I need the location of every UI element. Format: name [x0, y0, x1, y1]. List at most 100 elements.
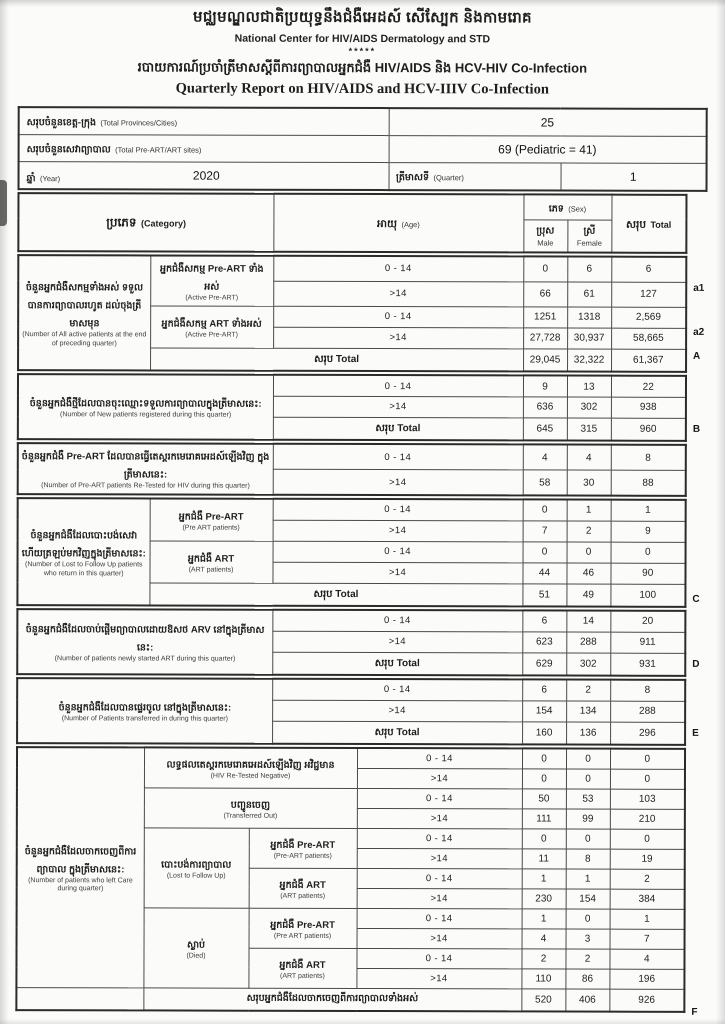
age-cell: 0 - 14	[273, 306, 524, 328]
english-label: (Number of patients who left Care during…	[28, 876, 133, 893]
sex-header-cell: ភេទ (Sex)	[523, 194, 612, 220]
age-cell: >14	[356, 807, 522, 829]
english-label: (Pre ART patients)	[273, 932, 332, 940]
female-value-cell: 0	[565, 828, 610, 849]
row-marker-F: F	[691, 1006, 698, 1018]
section-d-table: ចំនួនអ្នកជំងឺដែលចាប់ផ្តើមព្យាបាលដោយឱសថ A…	[16, 608, 687, 677]
section-label-cell: ចំនួនអ្នកជំងឺ Pre-ART ដែលបានធ្វើតេស្តរកម…	[17, 443, 273, 495]
year-cell: ឆ្នាំ (Year) 2020	[18, 161, 389, 191]
age-cell: >14	[356, 927, 522, 949]
female-value-cell: 49	[566, 583, 611, 607]
row-marker-a1: a1	[693, 282, 705, 294]
khmer-label: ស្រី	[583, 225, 596, 237]
age-cell: >14	[272, 630, 523, 653]
age-cell: 0 - 14	[273, 255, 524, 282]
english-label: (HIV Re-Tested Negative)	[210, 772, 291, 780]
table-row: ចំនួនអ្នកជំងឺសកម្មទាំងអស់ ទទួលបានការព្យា…	[18, 255, 687, 371]
total-value-cell: 90	[610, 562, 686, 584]
age-cell: 0 - 14	[272, 540, 523, 563]
total-value-cell: 1	[610, 499, 686, 521]
male-value-cell: 154	[522, 700, 567, 722]
total-value-cell: 19	[609, 848, 685, 869]
total-value-cell: 20	[610, 610, 686, 632]
female-value-cell: 6	[567, 256, 612, 282]
english-label: (Number of All active patients at the en…	[22, 330, 147, 347]
female-value-cell: 46	[566, 562, 611, 584]
total-label-cell: សរុបអ្នកជំងឺដែលចាកចេញពីការព្យាបាលទាំងអស់	[143, 987, 522, 1012]
age-cell: >14	[356, 967, 522, 989]
section-f-table: ចំនួនអ្នកជំងឺដែលចាកចេញពីការព្យាបាល ក្នុង…	[15, 746, 687, 1013]
section-a-table: ចំនួនអ្នកជំងឺសកម្មទាំងអស់ ទទួលបានការព្យា…	[17, 254, 688, 374]
english-label: (Total Provinces/Cities)	[100, 118, 178, 128]
khmer-label: អ្នកជំងឺ Pre-ART	[270, 839, 336, 851]
org-title-khmer: មជ្ឈមណ្ឌលជាតិប្រយុទ្ធនឹងជំងឺអេដស៍ សើស្បែ…	[192, 8, 532, 27]
section-newly-started-art: ចំនួនអ្នកជំងឺដែលចាប់ផ្តើមព្យាបាលដោយឱសថ A…	[16, 608, 700, 677]
english-label: Male	[537, 238, 554, 248]
male-value-cell: 629	[522, 652, 567, 676]
english-label: (Number of Patients transferred in durin…	[61, 715, 228, 723]
row-marker-B: B	[692, 424, 701, 436]
total-label-cell: សរុប Total	[272, 417, 523, 441]
total-value-cell: 4	[609, 948, 685, 969]
subcategory-cell: អ្នកជំងឺ Pre-ART (Pre ART patients)	[248, 907, 357, 948]
age-cell: 0 - 14	[357, 747, 523, 769]
age-cell: 0 - 14	[356, 787, 522, 809]
table-row: សរុបចំនួនសេវាព្យាបាល (Total Pre-ART/ART …	[18, 134, 707, 164]
table-row: ចំនួនអ្នកជំងឺដែលចាប់ផ្តើមព្យាបាលដោយឱសថ A…	[17, 609, 686, 675]
row-marker-D: D	[692, 658, 700, 670]
subcategory-cell: បោះបង់ការព្យាបាល (Lost to Follow Up)	[143, 827, 249, 908]
english-label: (Number of Lost to Follow Up patients wh…	[25, 560, 143, 577]
age-cell: >14	[356, 847, 522, 869]
khmer-label: អ្នកជំងឺសកម្ម ART ទាំងអស់	[161, 318, 262, 330]
main-table-header-section: ប្រភេទ (Category) អាយុ (Age) ភេទ (Sex) ស…	[17, 192, 688, 254]
total-value-cell: 22	[610, 375, 687, 398]
total-value-cell: 384	[609, 888, 685, 909]
female-value-cell: 2	[565, 948, 610, 969]
section-b2-table: ចំនួនអ្នកជំងឺ Pre-ART ដែលបានធ្វើតេស្តរកម…	[16, 442, 687, 497]
male-value-cell: 27,728	[523, 327, 568, 349]
total-header-cell: សរុប Total	[611, 194, 687, 253]
subcategory-cell: អ្នកជំងឺ ART (ART patients)	[149, 540, 273, 583]
female-value-cell: 406	[565, 988, 610, 1012]
section-ltfu-returned: ចំនួនអ្នកជំងឺដែលបោះបង់សេវា ហើយត្រឡប់មកវិ…	[16, 497, 700, 608]
table-row: ឆ្នាំ (Year) 2020 ត្រីមាសទី (Quarter) 1	[18, 161, 707, 191]
male-value-cell: 29,045	[523, 348, 568, 372]
year-label: ឆ្នាំ (Year)	[27, 168, 61, 186]
khmer-label: អ្នកជំងឺ Pre-ART	[270, 919, 335, 931]
english-label: (Category)	[140, 217, 187, 229]
section-c-table: ចំនួនអ្នកជំងឺដែលបោះបង់សេវា ហើយត្រឡប់មកវិ…	[16, 497, 687, 608]
row-marker-E: E	[692, 727, 699, 739]
section-label-cell: ចំនួនអ្នកជំងឺដែលបោះបង់សេវា ហើយត្រឡប់មកវិ…	[17, 498, 150, 606]
male-value-cell: 50	[521, 788, 566, 809]
subcategory-cell: អ្នកជំងឺ ART (ART patients)	[248, 947, 357, 988]
female-value-cell: 315	[566, 417, 611, 441]
age-cell: >14	[272, 699, 523, 722]
khmer-label: អ្នកជំងឺ ART	[187, 553, 235, 565]
english-label: (Quarter)	[433, 173, 464, 183]
female-value-cell: 0	[565, 768, 611, 789]
male-value-cell: 58	[522, 470, 567, 496]
subcategory-cell: អ្នកជំងឺសកម្ម ART ទាំងអស់ (Active Pre-ART…	[150, 305, 274, 349]
english-label: (Transferred Out)	[223, 812, 278, 820]
section-transferred-in: ចំនួនអ្នកជំងឺដែលបានផ្ទេរចូល នៅក្នុងត្រីម…	[16, 677, 699, 746]
age-cell: 0 - 14	[356, 867, 522, 889]
total-value-cell: 6	[611, 256, 687, 282]
total-value-cell: 0	[609, 768, 686, 789]
khmer-label: អ្នកជំងឺ ART	[279, 879, 326, 891]
age-cell: >14	[356, 887, 522, 909]
khmer-label: សរុបចំនួនខេត្ត-ក្រុង	[26, 117, 97, 129]
provinces-label-cell: សរុបចំនួនខេត្ត-ក្រុង (Total Provinces/Ci…	[18, 107, 389, 136]
english-label: Total	[650, 219, 672, 230]
female-value-cell: 30	[566, 470, 611, 496]
khmer-label: ចំនួនអ្នកជំងឺដែលបានផ្ទេរចូល នៅក្នុងត្រីម…	[58, 702, 232, 714]
english-label: (Number of patients newly started ART du…	[54, 655, 236, 663]
age-cell: >14	[272, 561, 523, 584]
female-value-cell: 0	[566, 748, 611, 769]
total-value-cell: 127	[611, 281, 687, 308]
male-value-cell: 6	[522, 610, 567, 632]
khmer-label: ឆ្នាំ	[26, 173, 36, 185]
star-divider: *****	[348, 45, 377, 57]
male-value-cell: 0	[522, 541, 567, 563]
female-value-cell: 154	[565, 888, 610, 909]
khmer-label: ស្លាប់	[186, 939, 206, 951]
